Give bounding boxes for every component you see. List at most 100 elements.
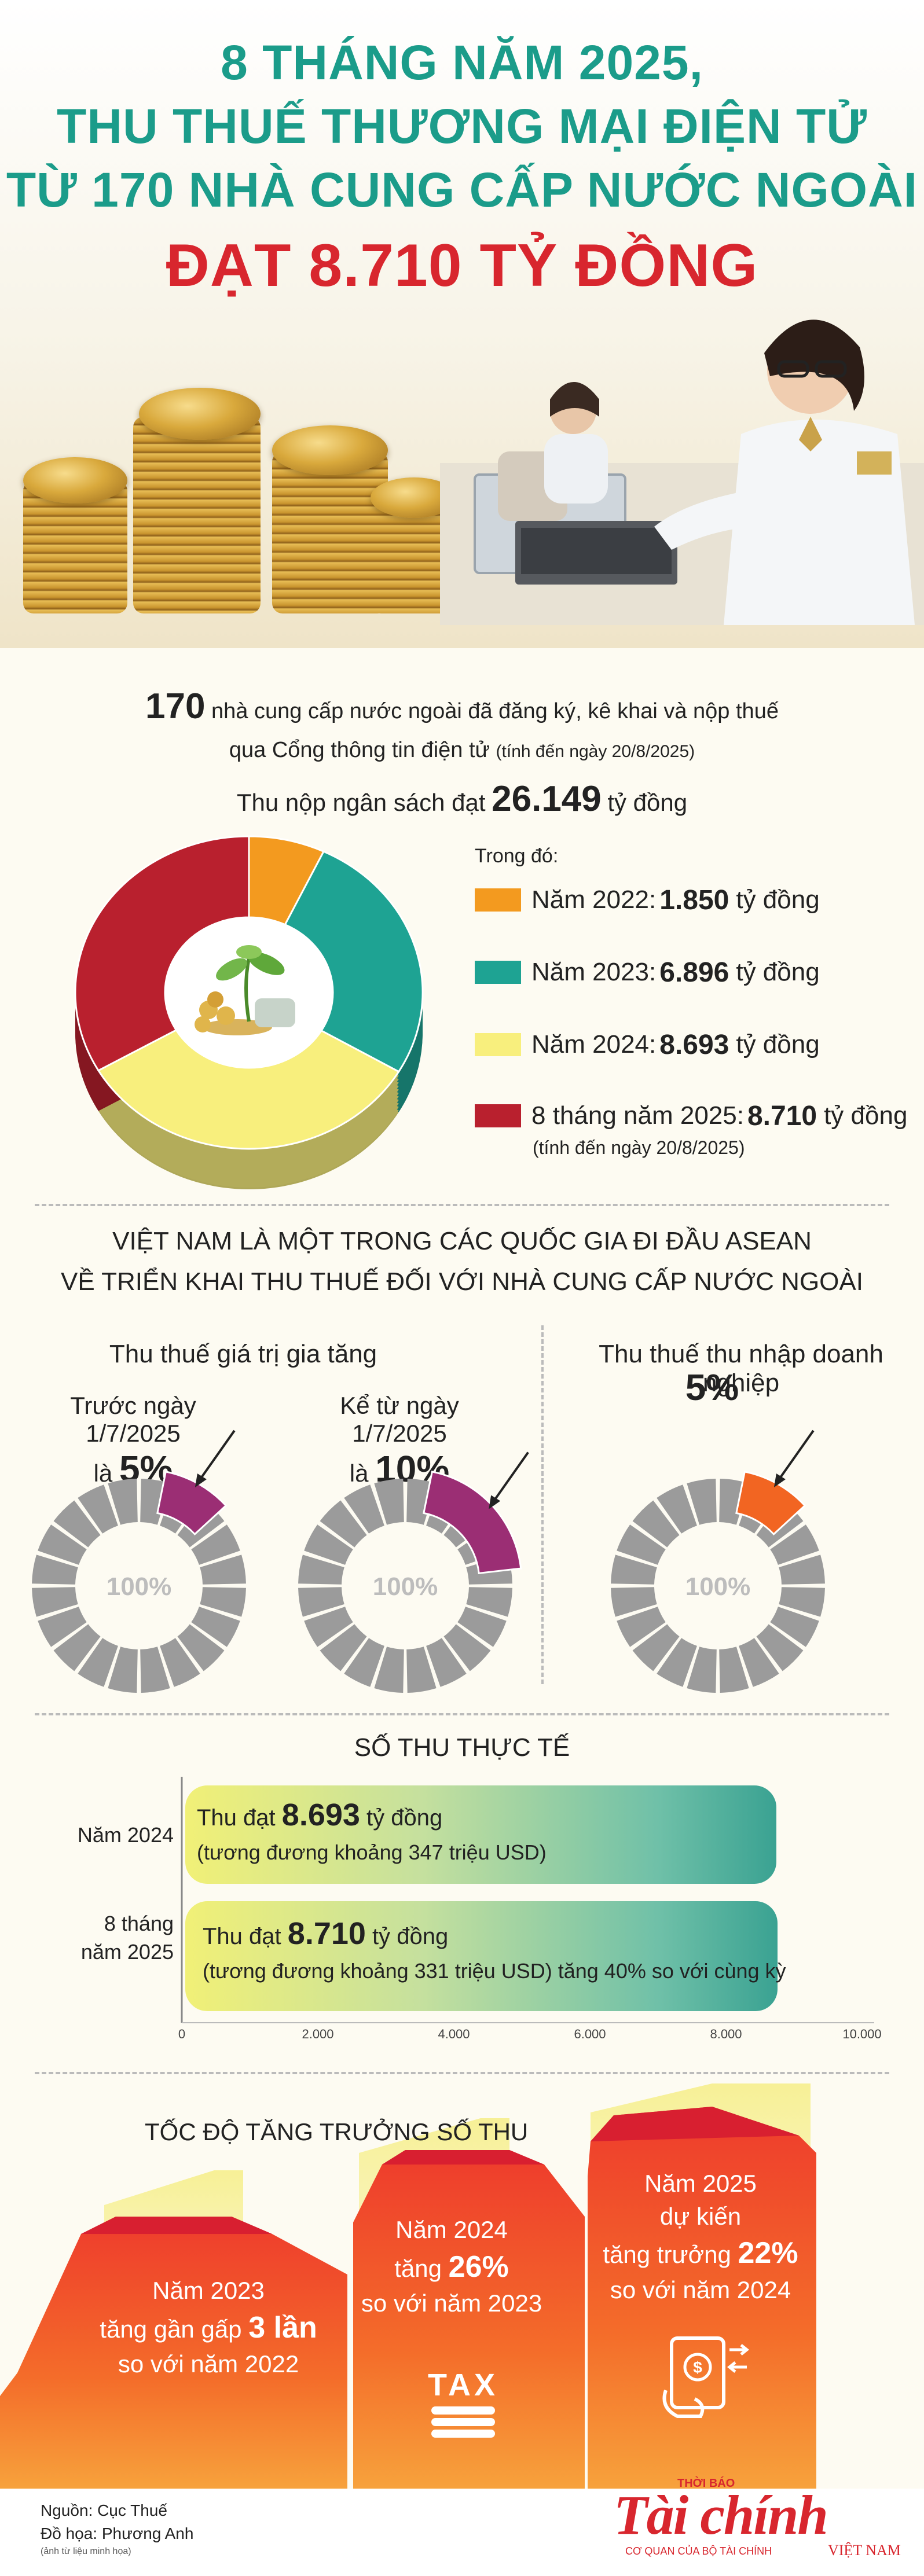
axis-tick-label: 8.000 [710,2027,742,2041]
donut-slices [74,835,424,1150]
legend-unit: tỷ đồng [824,1101,908,1130]
revenue-line: Thu nộp ngân sách đạt 26.149 tỷ đồng [0,778,924,820]
pointer-arrow [491,1451,529,1504]
legend-value: 8.693 [659,1029,729,1060]
growth-bold: 3 lần [248,2310,317,2345]
rate-donut-segment [38,1524,87,1565]
intro-line-2: qua Cổng thông tin điện tử (tính đến ngà… [0,738,924,763]
rate-donut-center: 100% [373,1572,438,1601]
revenue-bar-2025 [185,1901,778,2011]
revenue-prefix: Thu nộp ngân sách đạt [236,789,486,816]
rate-donut-segment [374,1647,404,1693]
rate-donut-segment [38,1607,87,1647]
legend-item-2024: Năm 2024: 8.693 tỷ đồng [475,1027,820,1062]
footer-photo-note: (ảnh từ liệu minh họa) [41,2546,131,2556]
section-divider [35,1713,889,1715]
axis-tick-label: 4.000 [438,2027,470,2041]
rate-donut-hole [343,1523,468,1648]
bar-unit: tỷ đồng [372,1924,449,1949]
rate-donut-segment [770,1524,819,1565]
rate-donut-segment [320,1500,367,1548]
legend-item-2025: 8 tháng năm 2025: 8.710 tỷ đồng [475,1098,907,1133]
rate-donut-segment [78,1638,118,1687]
rate-donut-segment [466,1587,512,1617]
rate-donut-segment [177,1624,225,1671]
bar-text-2025: Thu đạt 8.710 tỷ đồng (tương đương khoản… [203,1913,786,1986]
axis-tick-label: 2.000 [302,2027,334,2041]
growth-compare: so với năm 2024 [610,2276,791,2303]
legend-label: 8 tháng năm 2025: [531,1101,744,1130]
caption-text: Kể từ ngày 1/7/2025 [340,1392,459,1447]
bar-prefix: Thu đạt [197,1805,276,1831]
row-label-2025: 8 tháng năm 2025 [80,1912,174,1964]
growth-pre: tăng gần gấp [100,2315,242,2343]
legend-unit: tỷ đồng [736,958,820,986]
legend-swatch [475,961,521,984]
rate-value: 5% [685,1366,739,1408]
legend-value: 1.850 [659,884,729,916]
title-line-1: 8 THÁNG NĂM 2025, [221,35,703,90]
vat-title: Thu thuế giá trị gia tăng [109,1340,377,1368]
growth-bold: 26% [448,2250,509,2284]
rate-donut-segment [457,1607,507,1647]
legend-note: (tính đến ngày 20/8/2025) [533,1137,745,1158]
donut-hole [165,917,333,1068]
legend-label: Năm 2024: [531,1030,657,1059]
header-banner: 8 THÁNG NĂM 2025, THU THUẾ THƯƠNG MẠI ĐI… [0,0,924,648]
legend-label: Năm 2022: [531,885,657,914]
footer-design: Đồ họa: Phương Anh [41,2524,194,2542]
brand-small: THỜI BÁO [677,2477,735,2490]
rate-donut-center: 100% [107,1572,172,1601]
rate-donut-segment [53,1624,101,1671]
rate-donut-segment [770,1607,819,1647]
rate-donut-segment [406,1647,437,1693]
caption-text: Trước ngày 1/7/2025 [70,1392,196,1447]
section-divider [35,2072,889,2074]
rate-donut-segment [140,1647,170,1693]
legend-unit: tỷ đồng [736,1030,820,1059]
rate-donut-segment [200,1587,246,1617]
asean-title-1: VIỆT NAM LÀ MỘT TRONG CÁC QUỐC GIA ĐI ĐẦ… [112,1227,812,1255]
rate-donut-segment [304,1524,353,1565]
pointer-arrow [197,1430,236,1483]
vertical-divider [541,1325,544,1684]
pointer-arrowhead [773,1473,786,1487]
intro-note: (tính đến ngày 20/8/2025) [496,742,695,761]
legend-value: 6.896 [659,957,729,988]
growth-compare: so với năm 2022 [118,2350,299,2377]
rate-donut-segment [374,1479,404,1525]
rate-donut-segment [200,1555,246,1585]
growth-graphic [0,2083,816,2489]
title-line-2: THU THUẾ THƯƠNG MẠI ĐIỆN TỬ [57,99,867,153]
bar-text-2024: Thu đạt 8.693 tỷ đồng (tương đương khoản… [197,1794,547,1868]
brand-name: Tài chính [614,2484,828,2546]
intro-text-2: qua Cổng thông tin điện tử [229,738,490,762]
bar-sub: (tương đương khoảng 347 triệu USD) [197,1840,547,1864]
legend-value: 8.710 [747,1100,817,1131]
pointer-arrowhead [489,1495,501,1509]
rate-donut-segment [344,1484,384,1534]
headline: ĐẠT 8.710 TỶ ĐỒNG [166,232,758,299]
rate-donut-segment [779,1555,825,1585]
revenue-bar-2024 [185,1785,777,1884]
row-label-2024: Năm 2024 [77,1823,174,1847]
rate-donut-segment [617,1524,666,1565]
rate-donut-segment [191,1524,240,1565]
growth-bold: 22% [738,2236,798,2270]
rate-donut-3: 100% [611,1430,825,1693]
rate-donut-segment [304,1607,353,1647]
rate-donut-hole [655,1523,780,1648]
rate-donut-segment [426,1638,467,1687]
rate-donut-segment [443,1624,491,1671]
rate-donut-segment [298,1587,344,1617]
axis-tick-label: 0 [178,2027,186,2041]
rate-donut-segment [632,1624,680,1671]
legend-swatch [475,1033,521,1056]
growth-year: Năm 2025 [644,2170,757,2197]
rate-highlight-segment [156,1471,228,1535]
rate-donut-segment [108,1647,138,1693]
brand-sub: CƠ QUAN CỦA BỘ TÀI CHÍNH [625,2545,772,2557]
rate-donut-segment [53,1500,101,1548]
mobile-payment-icon: $ [662,2336,750,2418]
legend-swatch [475,1104,521,1127]
